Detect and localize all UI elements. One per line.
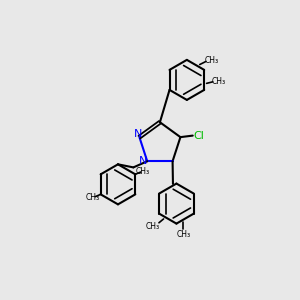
Text: CH₃: CH₃ — [136, 167, 150, 176]
Text: CH₃: CH₃ — [86, 193, 100, 202]
Text: N: N — [134, 129, 142, 139]
Text: CH₃: CH₃ — [146, 222, 160, 231]
Text: CH₃: CH₃ — [205, 56, 219, 65]
Text: Cl: Cl — [194, 130, 204, 141]
Text: N: N — [139, 156, 148, 166]
Text: CH₃: CH₃ — [212, 77, 226, 86]
Text: CH₃: CH₃ — [176, 230, 190, 239]
